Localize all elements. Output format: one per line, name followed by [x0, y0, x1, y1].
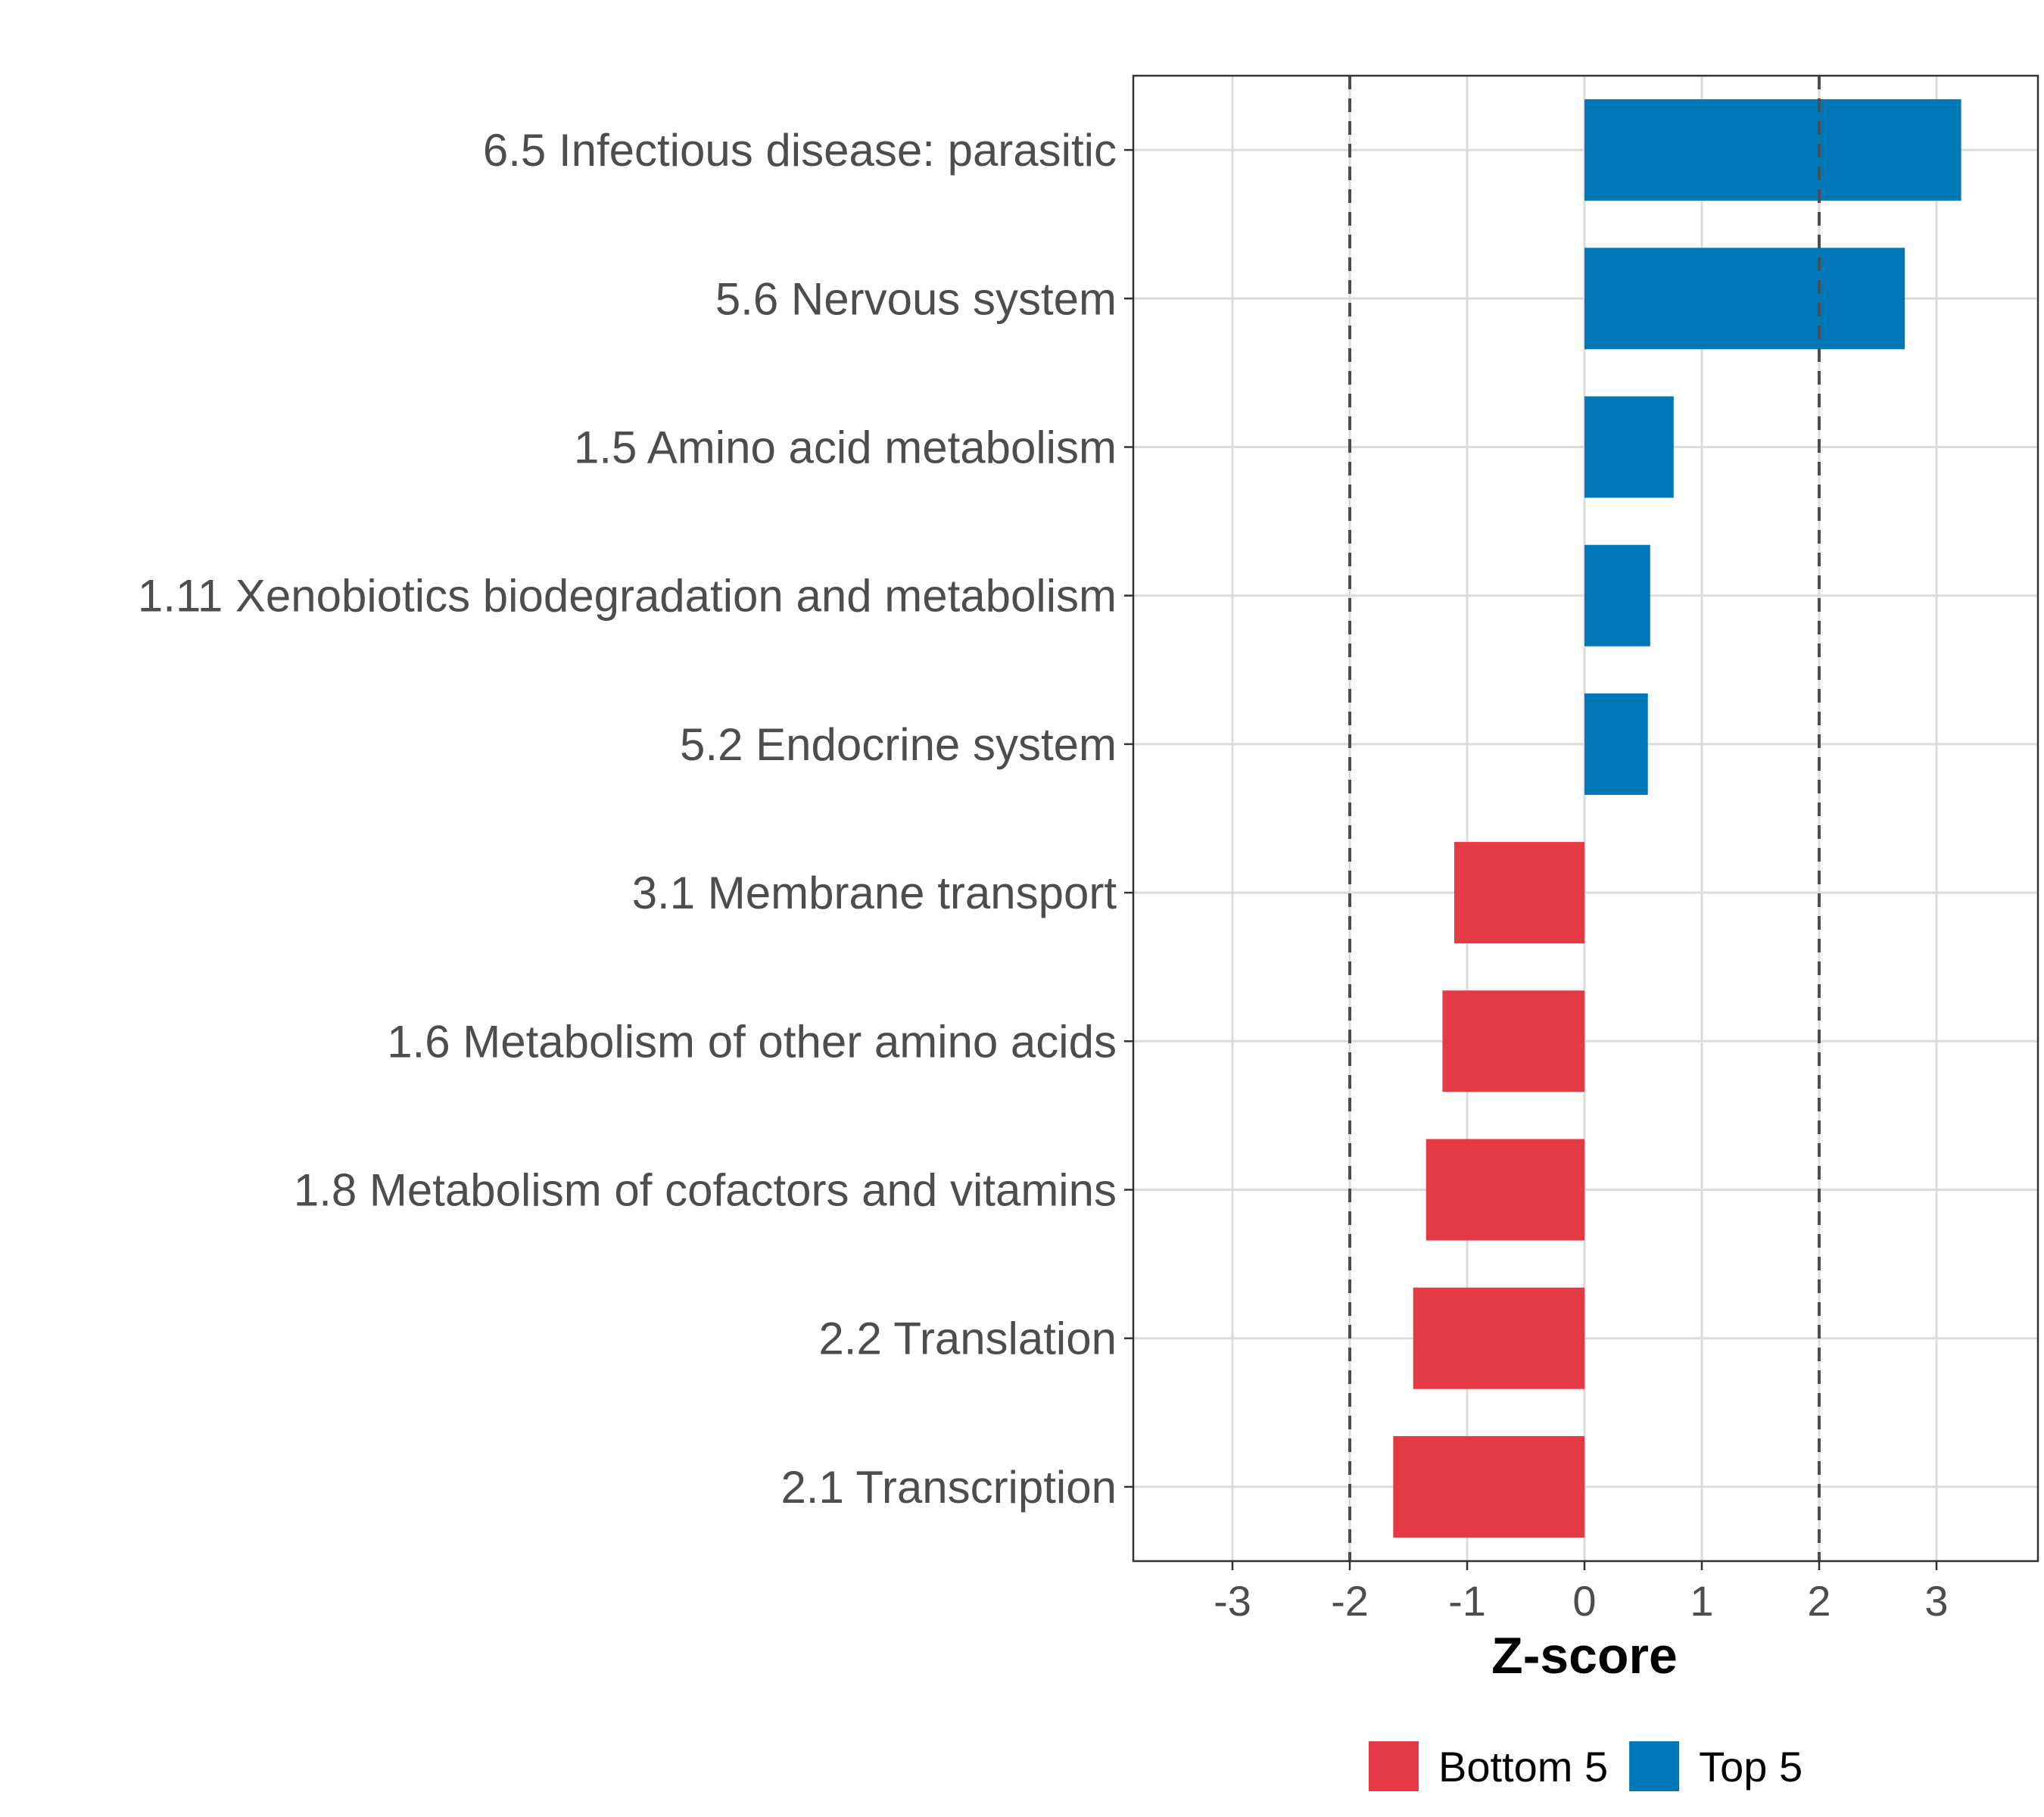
- panel-border: [1132, 74, 2039, 1563]
- category-label: 5.2 Endocrine system: [680, 719, 1117, 770]
- bar: [1584, 544, 1650, 647]
- reference-lines: [1348, 76, 1821, 1561]
- bar: [1584, 248, 1905, 350]
- bar: [1413, 1287, 1584, 1389]
- x-axis: -3 -2 -1 0 1 2 3: [1214, 1561, 1949, 1625]
- bar: [1584, 99, 1961, 201]
- x-tick-label: -1: [1448, 1577, 1486, 1625]
- x-tick-label: 0: [1572, 1577, 1596, 1625]
- x-tick-label: 2: [1807, 1577, 1831, 1625]
- bar: [1584, 396, 1674, 498]
- bar: [1442, 990, 1584, 1092]
- x-tick-label: -3: [1214, 1577, 1251, 1625]
- x-tick-label: 3: [1924, 1577, 1948, 1625]
- legend-label: Bottom 5: [1438, 1743, 1608, 1791]
- category-label: 2.2 Translation: [818, 1314, 1117, 1364]
- category-label: 1.11 Xenobiotics biodegradation and meta…: [138, 571, 1117, 622]
- bars-layer: [1393, 99, 1961, 1538]
- bar: [1584, 693, 1648, 795]
- category-label: 2.1 Transcription: [781, 1462, 1117, 1513]
- legend-label: Top 5: [1699, 1743, 1803, 1791]
- x-tick-label: -2: [1331, 1577, 1369, 1625]
- bar: [1454, 842, 1584, 944]
- legend-key: [1369, 1741, 1419, 1791]
- category-label: 1.6 Metabolism of other amino acids: [387, 1016, 1117, 1067]
- category-label: 1.8 Metabolism of cofactors and vitamins: [294, 1165, 1117, 1216]
- x-tick-label: 1: [1690, 1577, 1713, 1625]
- category-label: 3.1 Membrane transport: [632, 868, 1117, 918]
- bar: [1393, 1435, 1584, 1538]
- category-label: 6.5 Infectious disease: parasitic: [483, 125, 1117, 176]
- bar: [1426, 1139, 1584, 1241]
- y-axis: 6.5 Infectious disease: parasitic 5.6 Ner…: [138, 125, 1133, 1513]
- category-label: 5.6 Nervous system: [715, 273, 1117, 324]
- legend: Bottom 5 Top 5: [1369, 1741, 1803, 1791]
- legend-key: [1629, 1741, 1680, 1791]
- x-axis-title: Z-score: [1491, 1627, 1678, 1685]
- category-label: 1.5 Amino acid metabolism: [574, 422, 1117, 473]
